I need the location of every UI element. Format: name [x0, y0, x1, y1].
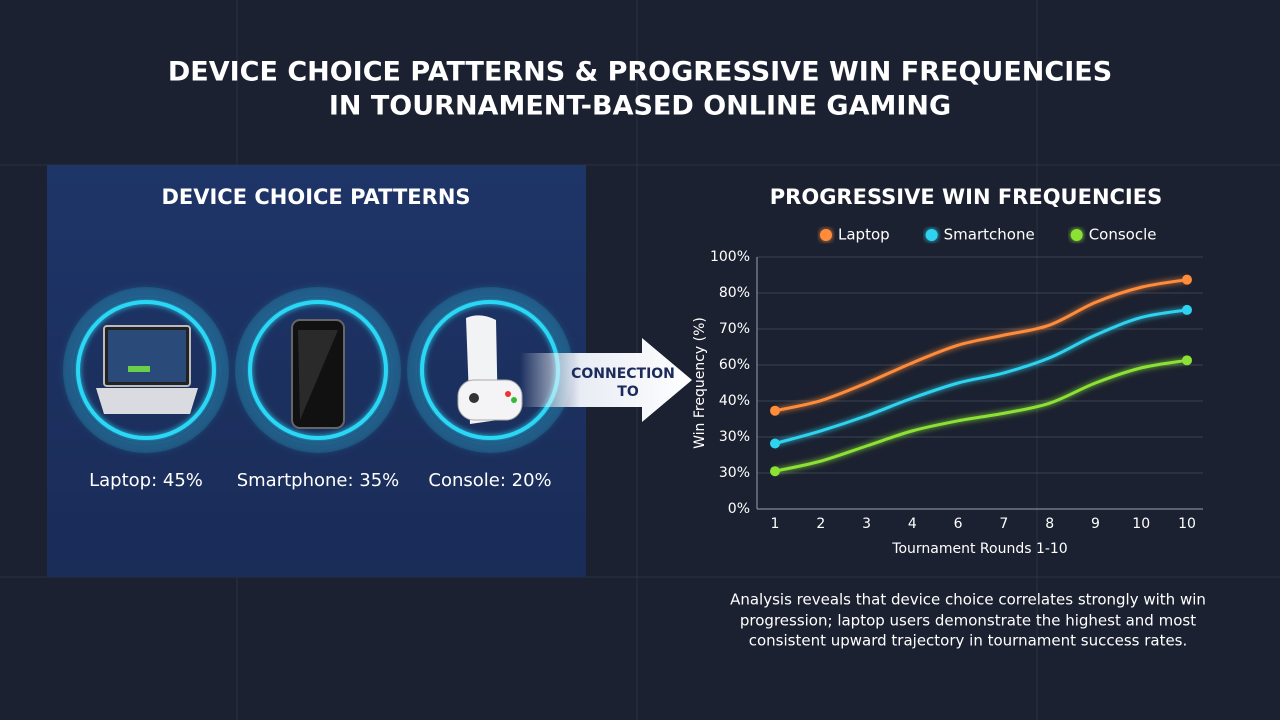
legend-marker — [925, 229, 938, 241]
caption-line: consistent upward trajectory in tourname… — [749, 632, 1188, 650]
device-label: Laptop: 45% — [89, 470, 203, 491]
series-line — [774, 278, 1188, 413]
x-tick-label: 3 — [862, 516, 871, 532]
connector-arrow — [520, 338, 692, 422]
x-tick-label: 10 — [1132, 516, 1150, 532]
series-line — [774, 308, 1188, 445]
end-point — [1182, 355, 1192, 366]
series-line — [774, 358, 1188, 473]
panel-title: DEVICE CHOICE PATTERNS — [161, 185, 470, 209]
x-tick-label: 9 — [1091, 516, 1100, 532]
y-tick-label: 30% — [719, 429, 750, 445]
y-tick-label: 40% — [719, 393, 750, 409]
legend-label: Laptop — [838, 226, 890, 244]
title-line: DEVICE CHOICE PATTERNS & PROGRESSIVE WIN… — [168, 57, 1112, 88]
y-tick-label: 70% — [719, 321, 750, 337]
legend-marker — [1070, 229, 1083, 241]
end-point — [1182, 304, 1192, 315]
x-tick-label: 10 — [1178, 516, 1196, 532]
legend-marker — [820, 229, 832, 241]
device-label: Console: 20% — [428, 470, 551, 491]
title-line: IN TOURNAMENT-BASED ONLINE GAMING — [329, 91, 951, 122]
y-axis-title: Win Frequency (%) — [692, 317, 708, 449]
x-tick-label: 4 — [908, 516, 917, 532]
x-tick-label: 8 — [1045, 516, 1054, 532]
end-point — [1182, 274, 1192, 285]
x-tick-label: 7 — [999, 516, 1008, 532]
y-tick-label: 80% — [719, 285, 750, 301]
y-tick-label: 100% — [710, 249, 750, 265]
x-tick-label: 6 — [954, 516, 963, 532]
connector-text: TO — [617, 384, 639, 400]
x-axis-title: Tournament Rounds 1-10 — [891, 541, 1067, 557]
legend-label: Consocle — [1089, 226, 1157, 244]
end-point — [770, 405, 780, 416]
line-chart: 0% 30% 30% 40% 60% 70% 80% 100% 1 2 3 4 6 7 8 9 10 10 Lapt… — [710, 226, 1203, 532]
caption-line: progression; laptop users demonstrate th… — [740, 612, 1196, 630]
y-tick-label: 0% — [728, 501, 750, 517]
x-tick-label: 2 — [816, 516, 825, 532]
chart-title: PROGRESSIVE WIN FREQUENCIES — [770, 185, 1162, 209]
end-point — [770, 438, 780, 449]
x-tick-label: 1 — [771, 516, 780, 532]
legend-label: Smartchone — [944, 226, 1035, 244]
connector-text: CONNECTION — [571, 366, 675, 382]
caption-line: Analysis reveals that device choice corr… — [730, 591, 1206, 609]
device-label: Smartphone: 35% — [237, 470, 400, 491]
end-point — [770, 466, 780, 477]
y-tick-label: 30% — [719, 465, 750, 481]
y-tick-label: 60% — [719, 357, 750, 373]
